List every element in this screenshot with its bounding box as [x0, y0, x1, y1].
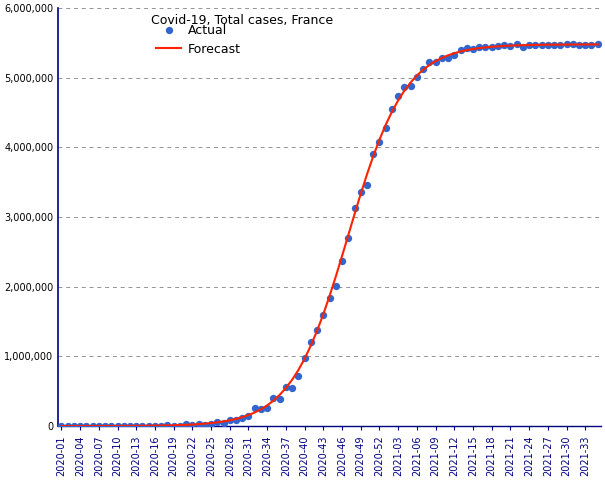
Actual: [593, 40, 603, 48]
Actual: [574, 41, 584, 48]
Actual: [412, 73, 422, 81]
Forecast: [283, 385, 290, 391]
Actual: [325, 294, 335, 301]
Actual: [293, 372, 303, 380]
Actual: [188, 421, 197, 429]
Actual: [393, 92, 403, 100]
Actual: [69, 422, 79, 430]
Actual: [387, 105, 397, 113]
Forecast: [214, 420, 221, 425]
Actual: [106, 422, 116, 430]
Actual: [331, 282, 341, 289]
Actual: [537, 41, 546, 49]
Actual: [350, 204, 359, 212]
Actual: [169, 422, 178, 430]
Actual: [587, 41, 597, 48]
Actual: [94, 422, 103, 430]
Actual: [144, 422, 154, 430]
Actual: [137, 422, 147, 430]
Actual: [493, 42, 503, 50]
Forecast: [57, 423, 65, 429]
Actual: [88, 422, 97, 430]
Actual: [100, 422, 110, 430]
Actual: [56, 422, 66, 430]
Actual: [518, 43, 528, 50]
Actual: [182, 420, 191, 428]
Actual: [212, 419, 222, 426]
Actual: [525, 41, 534, 48]
Actual: [344, 234, 353, 242]
Text: Covid-19, Total cases, France: Covid-19, Total cases, France: [151, 14, 333, 27]
Actual: [531, 41, 540, 48]
Actual: [499, 41, 509, 48]
Actual: [119, 422, 129, 430]
Actual: [549, 41, 559, 49]
Actual: [480, 43, 490, 51]
Actual: [125, 422, 135, 430]
Line: Forecast: Forecast: [61, 45, 598, 426]
Actual: [337, 257, 347, 264]
Actual: [206, 420, 216, 428]
Forecast: [326, 293, 333, 299]
Actual: [63, 422, 73, 430]
Actual: [312, 326, 322, 334]
Actual: [468, 45, 478, 53]
Actual: [487, 44, 497, 51]
Actual: [555, 41, 565, 48]
Actual: [269, 394, 278, 402]
Actual: [368, 151, 378, 158]
Actual: [568, 40, 578, 48]
Actual: [82, 422, 91, 430]
Actual: [75, 422, 85, 430]
Actual: [406, 82, 416, 89]
Forecast: [594, 42, 601, 48]
Actual: [256, 406, 266, 413]
Actual: [231, 416, 241, 424]
Actual: [437, 55, 446, 62]
Actual: [131, 422, 141, 430]
Actual: [163, 421, 172, 429]
Actual: [244, 412, 253, 420]
Actual: [250, 404, 260, 412]
Actual: [512, 40, 522, 48]
Actual: [474, 43, 484, 51]
Actual: [218, 419, 228, 427]
Actual: [275, 395, 284, 403]
Actual: [381, 124, 390, 132]
Actual: [263, 405, 272, 412]
Actual: [287, 384, 297, 392]
Actual: [237, 414, 247, 421]
Actual: [200, 421, 210, 429]
Actual: [281, 384, 291, 391]
Actual: [456, 46, 465, 54]
Actual: [356, 188, 365, 196]
Actual: [299, 354, 309, 361]
Actual: [362, 181, 372, 189]
Actual: [318, 311, 328, 319]
Actual: [156, 422, 166, 430]
Actual: [113, 422, 122, 430]
Actual: [462, 44, 471, 52]
Actual: [399, 83, 409, 91]
Forecast: [494, 43, 502, 49]
Actual: [175, 422, 185, 430]
Actual: [225, 416, 235, 423]
Actual: [450, 52, 459, 60]
Actual: [418, 65, 428, 72]
Actual: [431, 59, 440, 66]
Actual: [374, 138, 384, 145]
Actual: [506, 42, 515, 49]
Forecast: [145, 423, 152, 429]
Actual: [306, 338, 316, 346]
Forecast: [176, 422, 183, 428]
Actual: [580, 41, 590, 48]
Actual: [543, 41, 552, 48]
Legend: Actual, Forecast: Actual, Forecast: [151, 19, 246, 61]
Actual: [561, 41, 571, 48]
Actual: [425, 59, 434, 66]
Actual: [150, 422, 160, 430]
Actual: [194, 420, 203, 428]
Actual: [443, 54, 453, 61]
